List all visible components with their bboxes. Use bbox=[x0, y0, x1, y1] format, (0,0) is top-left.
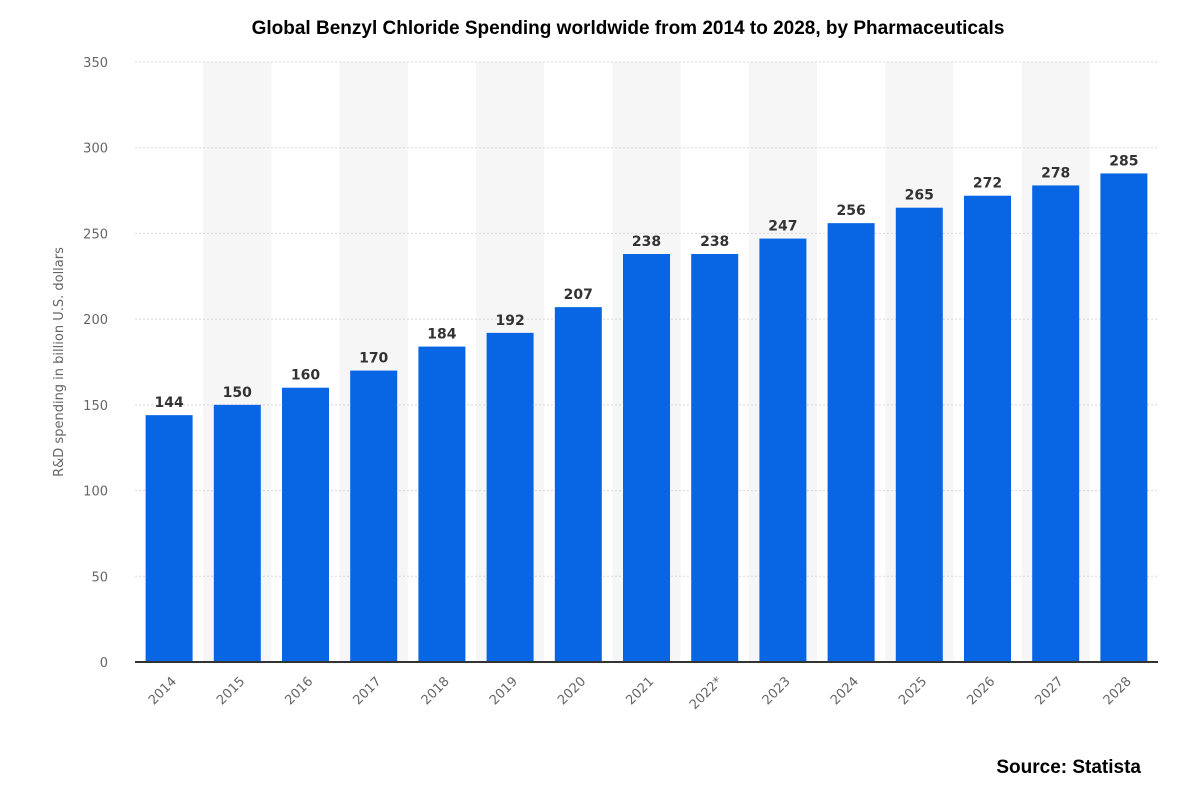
bar bbox=[827, 223, 875, 662]
bar bbox=[145, 415, 193, 662]
bar bbox=[1100, 173, 1148, 662]
data-label: 278 bbox=[1041, 165, 1070, 181]
bar bbox=[350, 370, 398, 662]
data-label: 184 bbox=[427, 327, 456, 343]
chart-title: Global Benzyl Chloride Spending worldwid… bbox=[251, 18, 1005, 39]
x-tick-label: 2025 bbox=[896, 674, 930, 708]
data-label: 256 bbox=[836, 203, 865, 219]
y-tick-label: 100 bbox=[83, 485, 108, 500]
x-tick-label: 2018 bbox=[419, 674, 453, 708]
y-tick-label: 300 bbox=[83, 142, 108, 157]
data-label: 285 bbox=[1109, 153, 1138, 169]
data-label: 247 bbox=[768, 219, 797, 235]
data-label: 265 bbox=[905, 188, 934, 204]
y-tick-label: 200 bbox=[83, 313, 108, 328]
bar bbox=[418, 346, 466, 662]
bar bbox=[486, 332, 534, 662]
x-tick-label: 2014 bbox=[146, 674, 180, 708]
data-label: 160 bbox=[291, 368, 320, 384]
x-tick-label: 2017 bbox=[351, 674, 385, 708]
data-label: 238 bbox=[700, 234, 729, 250]
data-label: 207 bbox=[564, 287, 593, 303]
x-tick-label: 2020 bbox=[555, 674, 589, 708]
data-label: 238 bbox=[632, 234, 661, 250]
data-label: 192 bbox=[495, 313, 524, 329]
x-tick-label: 2026 bbox=[964, 674, 998, 708]
bar bbox=[759, 238, 807, 663]
y-tick-label: 250 bbox=[83, 227, 108, 242]
bar bbox=[691, 254, 739, 662]
y-axis-label: R&D spending in billion U.S. dollars bbox=[52, 247, 67, 477]
bar bbox=[895, 207, 943, 662]
y-tick-label: 150 bbox=[83, 399, 108, 414]
x-tick-label: 2027 bbox=[1033, 674, 1067, 708]
bar bbox=[623, 254, 670, 662]
data-label: 272 bbox=[973, 176, 1002, 192]
x-tick-label: 2021 bbox=[623, 674, 657, 708]
source-note: Source: Statista bbox=[996, 757, 1141, 778]
data-label: 144 bbox=[154, 395, 183, 411]
y-tick-label: 50 bbox=[91, 570, 108, 585]
y-tick-label: 350 bbox=[83, 56, 108, 71]
x-tick-label: 2024 bbox=[828, 674, 862, 708]
bar bbox=[964, 195, 1011, 662]
x-tick-label: 2023 bbox=[760, 674, 794, 708]
x-tick-label: 2016 bbox=[282, 674, 316, 708]
bar bbox=[282, 387, 329, 662]
data-label: 150 bbox=[223, 385, 252, 401]
bar bbox=[1032, 185, 1080, 662]
x-tick-label: 2019 bbox=[487, 674, 521, 708]
data-label: 170 bbox=[359, 351, 388, 367]
bar bbox=[554, 307, 602, 662]
bar bbox=[213, 404, 261, 662]
y-tick-label: 0 bbox=[100, 656, 108, 671]
x-tick-label: 2022* bbox=[687, 674, 726, 713]
x-tick-label: 2015 bbox=[214, 674, 248, 708]
x-tick-label: 2028 bbox=[1101, 674, 1135, 708]
